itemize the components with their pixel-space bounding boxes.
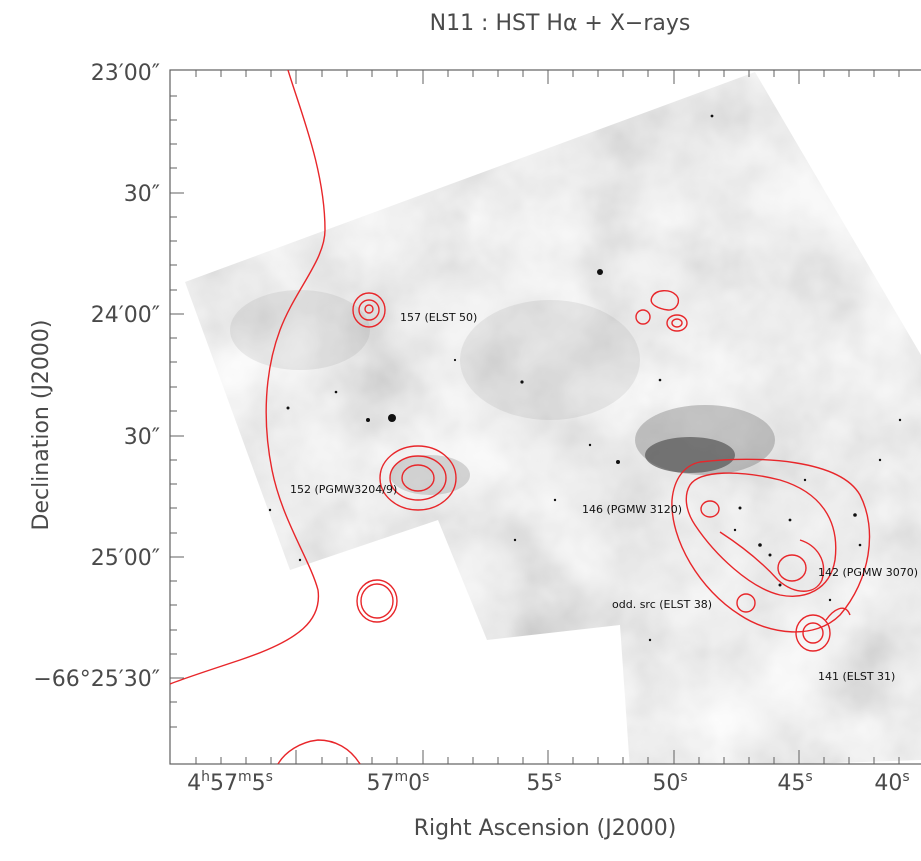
annotation-152: 152 (PGMW3204/9) (290, 483, 397, 496)
ra-tick-label: 40s (874, 769, 909, 796)
contour-upper-pair (635, 290, 688, 332)
annotation-157: 157 (ELST 50) (400, 311, 477, 324)
contour-ring-lower (356, 579, 398, 623)
contour-complex-146-142 (671, 458, 871, 633)
plot-title: N11 : HST Hα + X−rays (430, 11, 691, 36)
dec-tick-label: 30″ (124, 425, 160, 450)
dec-tick-label: 23′00″ (91, 61, 160, 86)
source-annotations: 157 (ELST 50) 152 (PGMW3204/9) 146 (PGMW… (290, 311, 918, 683)
ra-tick-labels: 4h57m5s 57m0s 55s 50s 45s 40s (187, 769, 910, 796)
contour-src-141 (795, 607, 851, 652)
dec-tick-label: 30″ (124, 182, 160, 207)
hst-halpha-image (185, 72, 921, 764)
dec-tick-label: −66°25′30″ (33, 667, 160, 692)
xray-contours (170, 70, 871, 764)
tick-marks (170, 70, 900, 764)
annotation-141: 141 (ELST 31) (818, 670, 895, 683)
annotation-odd: odd. src (ELST 38) (612, 598, 712, 611)
ra-tick-label: 55s (526, 769, 561, 796)
dec-tick-label: 25′00″ (91, 546, 160, 571)
annotation-146: 146 (PGMW 3120) (582, 503, 682, 516)
contour-src-odd (736, 593, 756, 613)
dec-tick-label: 24′00″ (91, 303, 160, 328)
ra-tick-label: 45s (777, 769, 812, 796)
contour-large-arc (170, 70, 326, 685)
dec-tick-labels: 23′00″ 30″ 24′00″ 30″ 25′00″ −66°25′30″ (33, 61, 160, 692)
ra-tick-label: 4h57m5s (187, 769, 273, 796)
contour-src-152 (379, 445, 457, 511)
contour-src-157 (352, 292, 386, 328)
annotation-142: 142 (PGMW 3070) (818, 566, 918, 579)
contour-bottom-arc (277, 739, 361, 764)
y-axis-label: Declination (J2000) (29, 320, 54, 531)
plot-frame (169, 69, 921, 765)
ra-tick-label: 50s (652, 769, 687, 796)
ra-tick-label: 57m0s (367, 769, 430, 796)
x-axis-label: Right Ascension (J2000) (414, 816, 677, 841)
